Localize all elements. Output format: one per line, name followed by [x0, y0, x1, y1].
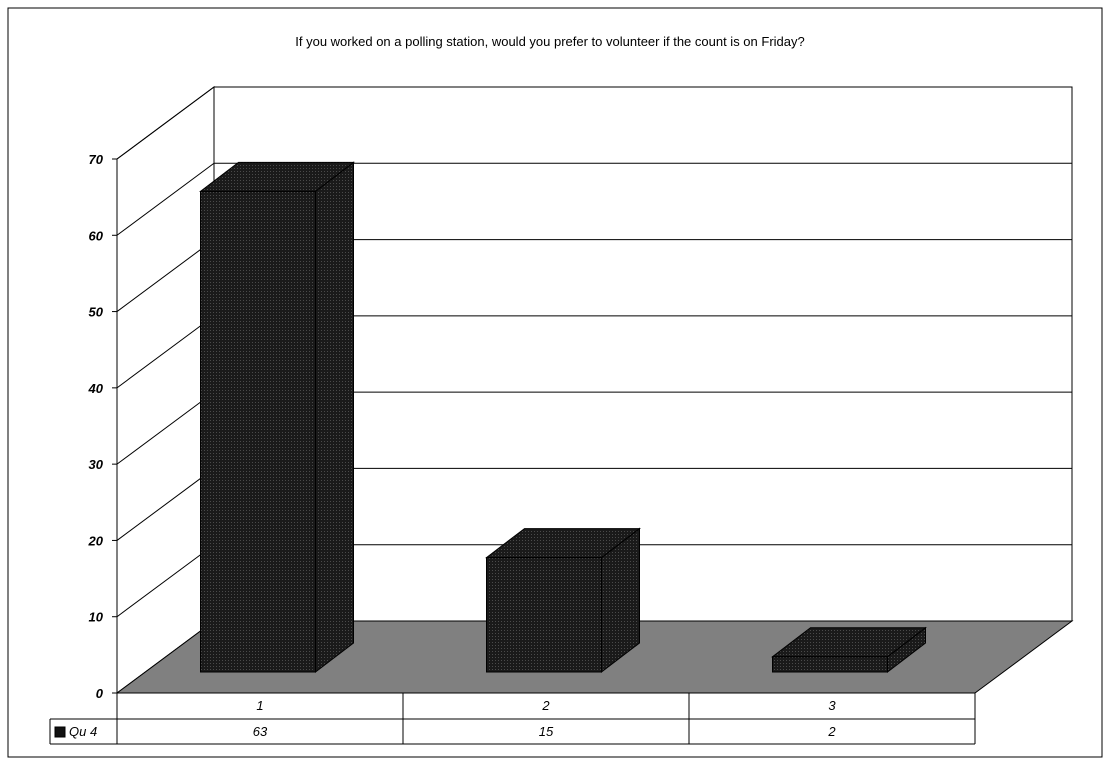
- data-value-label: 63: [253, 724, 268, 739]
- bar-front-face: [772, 656, 888, 673]
- data-value-label: 15: [539, 724, 554, 739]
- x-category-label: 1: [256, 698, 263, 713]
- legend-series-name: Qu 4: [69, 724, 97, 739]
- y-tick-label: 10: [89, 610, 104, 625]
- data-value-label: 2: [827, 724, 836, 739]
- y-tick-label: 50: [89, 305, 104, 320]
- y-tick-label: 70: [89, 152, 104, 167]
- x-category-label: 3: [828, 698, 836, 713]
- bar-front-face: [200, 190, 316, 673]
- y-tick-label: 40: [88, 381, 104, 396]
- y-tick-label: 30: [89, 457, 104, 472]
- gridline-side: [116, 239, 215, 312]
- bars: [199, 161, 927, 674]
- x-category-label: 2: [541, 698, 550, 713]
- y-tick-label: 60: [89, 228, 104, 243]
- bar-side-face: [315, 161, 354, 674]
- gridline-side: [116, 86, 215, 160]
- chart-title: If you worked on a polling station, woul…: [295, 34, 804, 49]
- gridline-side: [116, 468, 215, 541]
- legend-swatch: [54, 726, 66, 738]
- bar-front-face: [486, 557, 602, 673]
- gridlines: [116, 86, 1072, 618]
- data-table: 1 63 2 15 3 2 Qu 4: [49, 692, 976, 745]
- y-tick-label: 0: [96, 686, 104, 701]
- bar-1: [199, 161, 355, 674]
- bar-3: [771, 626, 927, 674]
- side-wall: [116, 86, 215, 694]
- bar-2: [485, 527, 641, 674]
- gridline-side: [116, 162, 215, 236]
- gridline-side: [116, 391, 215, 465]
- y-axis: 0 10 20 30 40 50 60 70: [88, 152, 117, 701]
- gridline-side: [116, 315, 215, 389]
- chart-walls: [116, 86, 1073, 694]
- gridline-side: [116, 544, 215, 618]
- y-tick-label: 20: [88, 533, 104, 548]
